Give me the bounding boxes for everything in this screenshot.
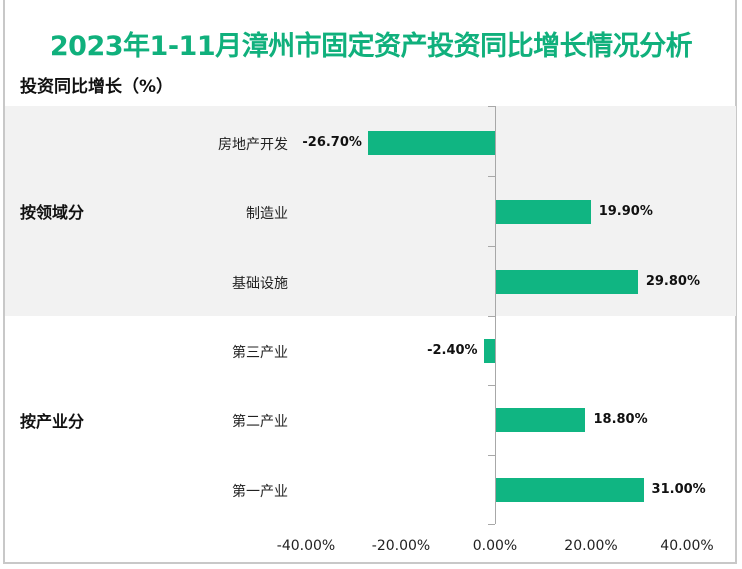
axis-tick xyxy=(488,106,495,107)
value-label: -26.70% xyxy=(302,135,362,150)
chart-frame xyxy=(3,0,737,564)
axis-tick xyxy=(488,455,495,456)
axis-tick xyxy=(488,524,495,525)
bar xyxy=(483,339,495,363)
axis-title: 投资同比增长（%） xyxy=(20,77,174,97)
x-tick-label: 0.00% xyxy=(472,538,518,554)
category-label: 基础设施 xyxy=(232,276,288,292)
axis-tick xyxy=(488,176,495,177)
group-label-domain: 按领域分 xyxy=(20,203,85,222)
category-label: 制造业 xyxy=(246,206,288,222)
bar xyxy=(496,408,586,432)
bar xyxy=(496,270,638,294)
category-label: 第三产业 xyxy=(232,345,288,361)
value-label: 19.90% xyxy=(598,204,653,219)
x-tick-label: 40.00% xyxy=(660,538,714,554)
bar xyxy=(496,200,591,224)
group-label-industry: 按产业分 xyxy=(20,412,85,431)
value-label: -2.40% xyxy=(427,343,478,358)
category-label: 第二产业 xyxy=(232,414,288,430)
category-label: 房地产开发 xyxy=(218,137,288,153)
value-label: 18.80% xyxy=(593,412,648,427)
bar xyxy=(496,478,644,502)
axis-tick xyxy=(488,316,495,317)
x-tick-label: 20.00% xyxy=(564,538,618,554)
category-label: 第一产业 xyxy=(232,484,288,500)
axis-tick xyxy=(488,385,495,386)
value-label: 29.80% xyxy=(645,274,700,289)
x-tick-label: -40.00% xyxy=(276,538,336,554)
value-label: 31.00% xyxy=(651,482,706,497)
axis-tick xyxy=(488,246,495,247)
x-tick-label: -20.00% xyxy=(371,538,431,554)
zero-axis xyxy=(495,106,496,524)
bar xyxy=(367,131,495,155)
chart-title: 2023年1-11月漳州市固定资产投资同比增长情况分析 xyxy=(49,31,693,62)
